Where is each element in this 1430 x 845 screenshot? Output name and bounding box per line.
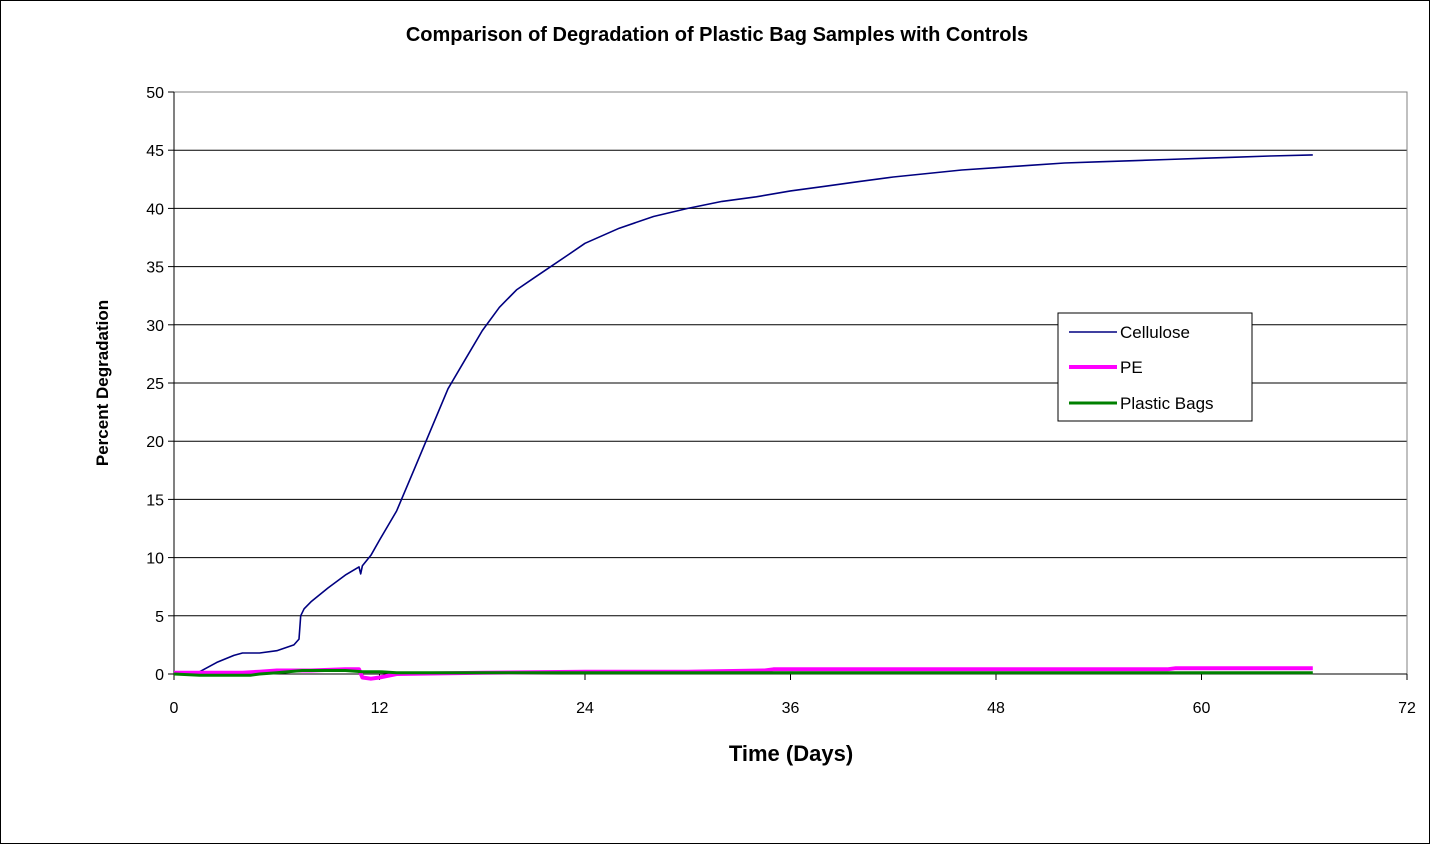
- x-axis-ticks: 0 12 24 36 48 60 72: [170, 674, 1416, 717]
- series-line-cellulose: [173, 154, 1313, 675]
- x-tick-label: 24: [576, 700, 594, 717]
- legend: Cellulose PE Plastic Bags: [1057, 312, 1253, 422]
- x-tick-label: 36: [782, 700, 800, 717]
- y-tick-label: 25: [146, 376, 164, 393]
- x-tick-label: 48: [987, 700, 1005, 717]
- y-tick-label: 30: [146, 318, 164, 335]
- y-tick-label: 5: [155, 609, 164, 626]
- legend-entry: Cellulose: [1120, 323, 1190, 342]
- y-tick-label: 50: [146, 85, 164, 102]
- legend-entry: Plastic Bags: [1120, 394, 1214, 413]
- series-lines: [173, 154, 1313, 681]
- y-axis-ticks: 0 5 10 15 20 25 30 35 40 45 50: [146, 85, 174, 684]
- y-tick-label: 15: [146, 492, 164, 509]
- y-axis-title: Percent Degradation: [93, 300, 112, 466]
- x-axis-title: Time (Days): [729, 741, 853, 766]
- chart-title: Comparison of Degradation of Plastic Bag…: [406, 24, 1028, 46]
- y-tick-label: 45: [146, 143, 164, 160]
- x-tick-label: 12: [371, 700, 389, 717]
- x-tick-label: 60: [1193, 700, 1211, 717]
- legend-entry: PE: [1120, 358, 1143, 377]
- y-tick-label: 35: [146, 260, 164, 277]
- x-tick-label: 0: [170, 700, 179, 717]
- series-line-pe: [174, 666, 1313, 681]
- x-tick-label: 72: [1398, 700, 1416, 717]
- y-tick-label: 0: [155, 667, 164, 684]
- y-tick-label: 20: [146, 434, 164, 451]
- series-line-plastic-bags: [173, 669, 1313, 677]
- y-tick-label: 40: [146, 201, 164, 218]
- y-tick-label: 10: [146, 551, 164, 568]
